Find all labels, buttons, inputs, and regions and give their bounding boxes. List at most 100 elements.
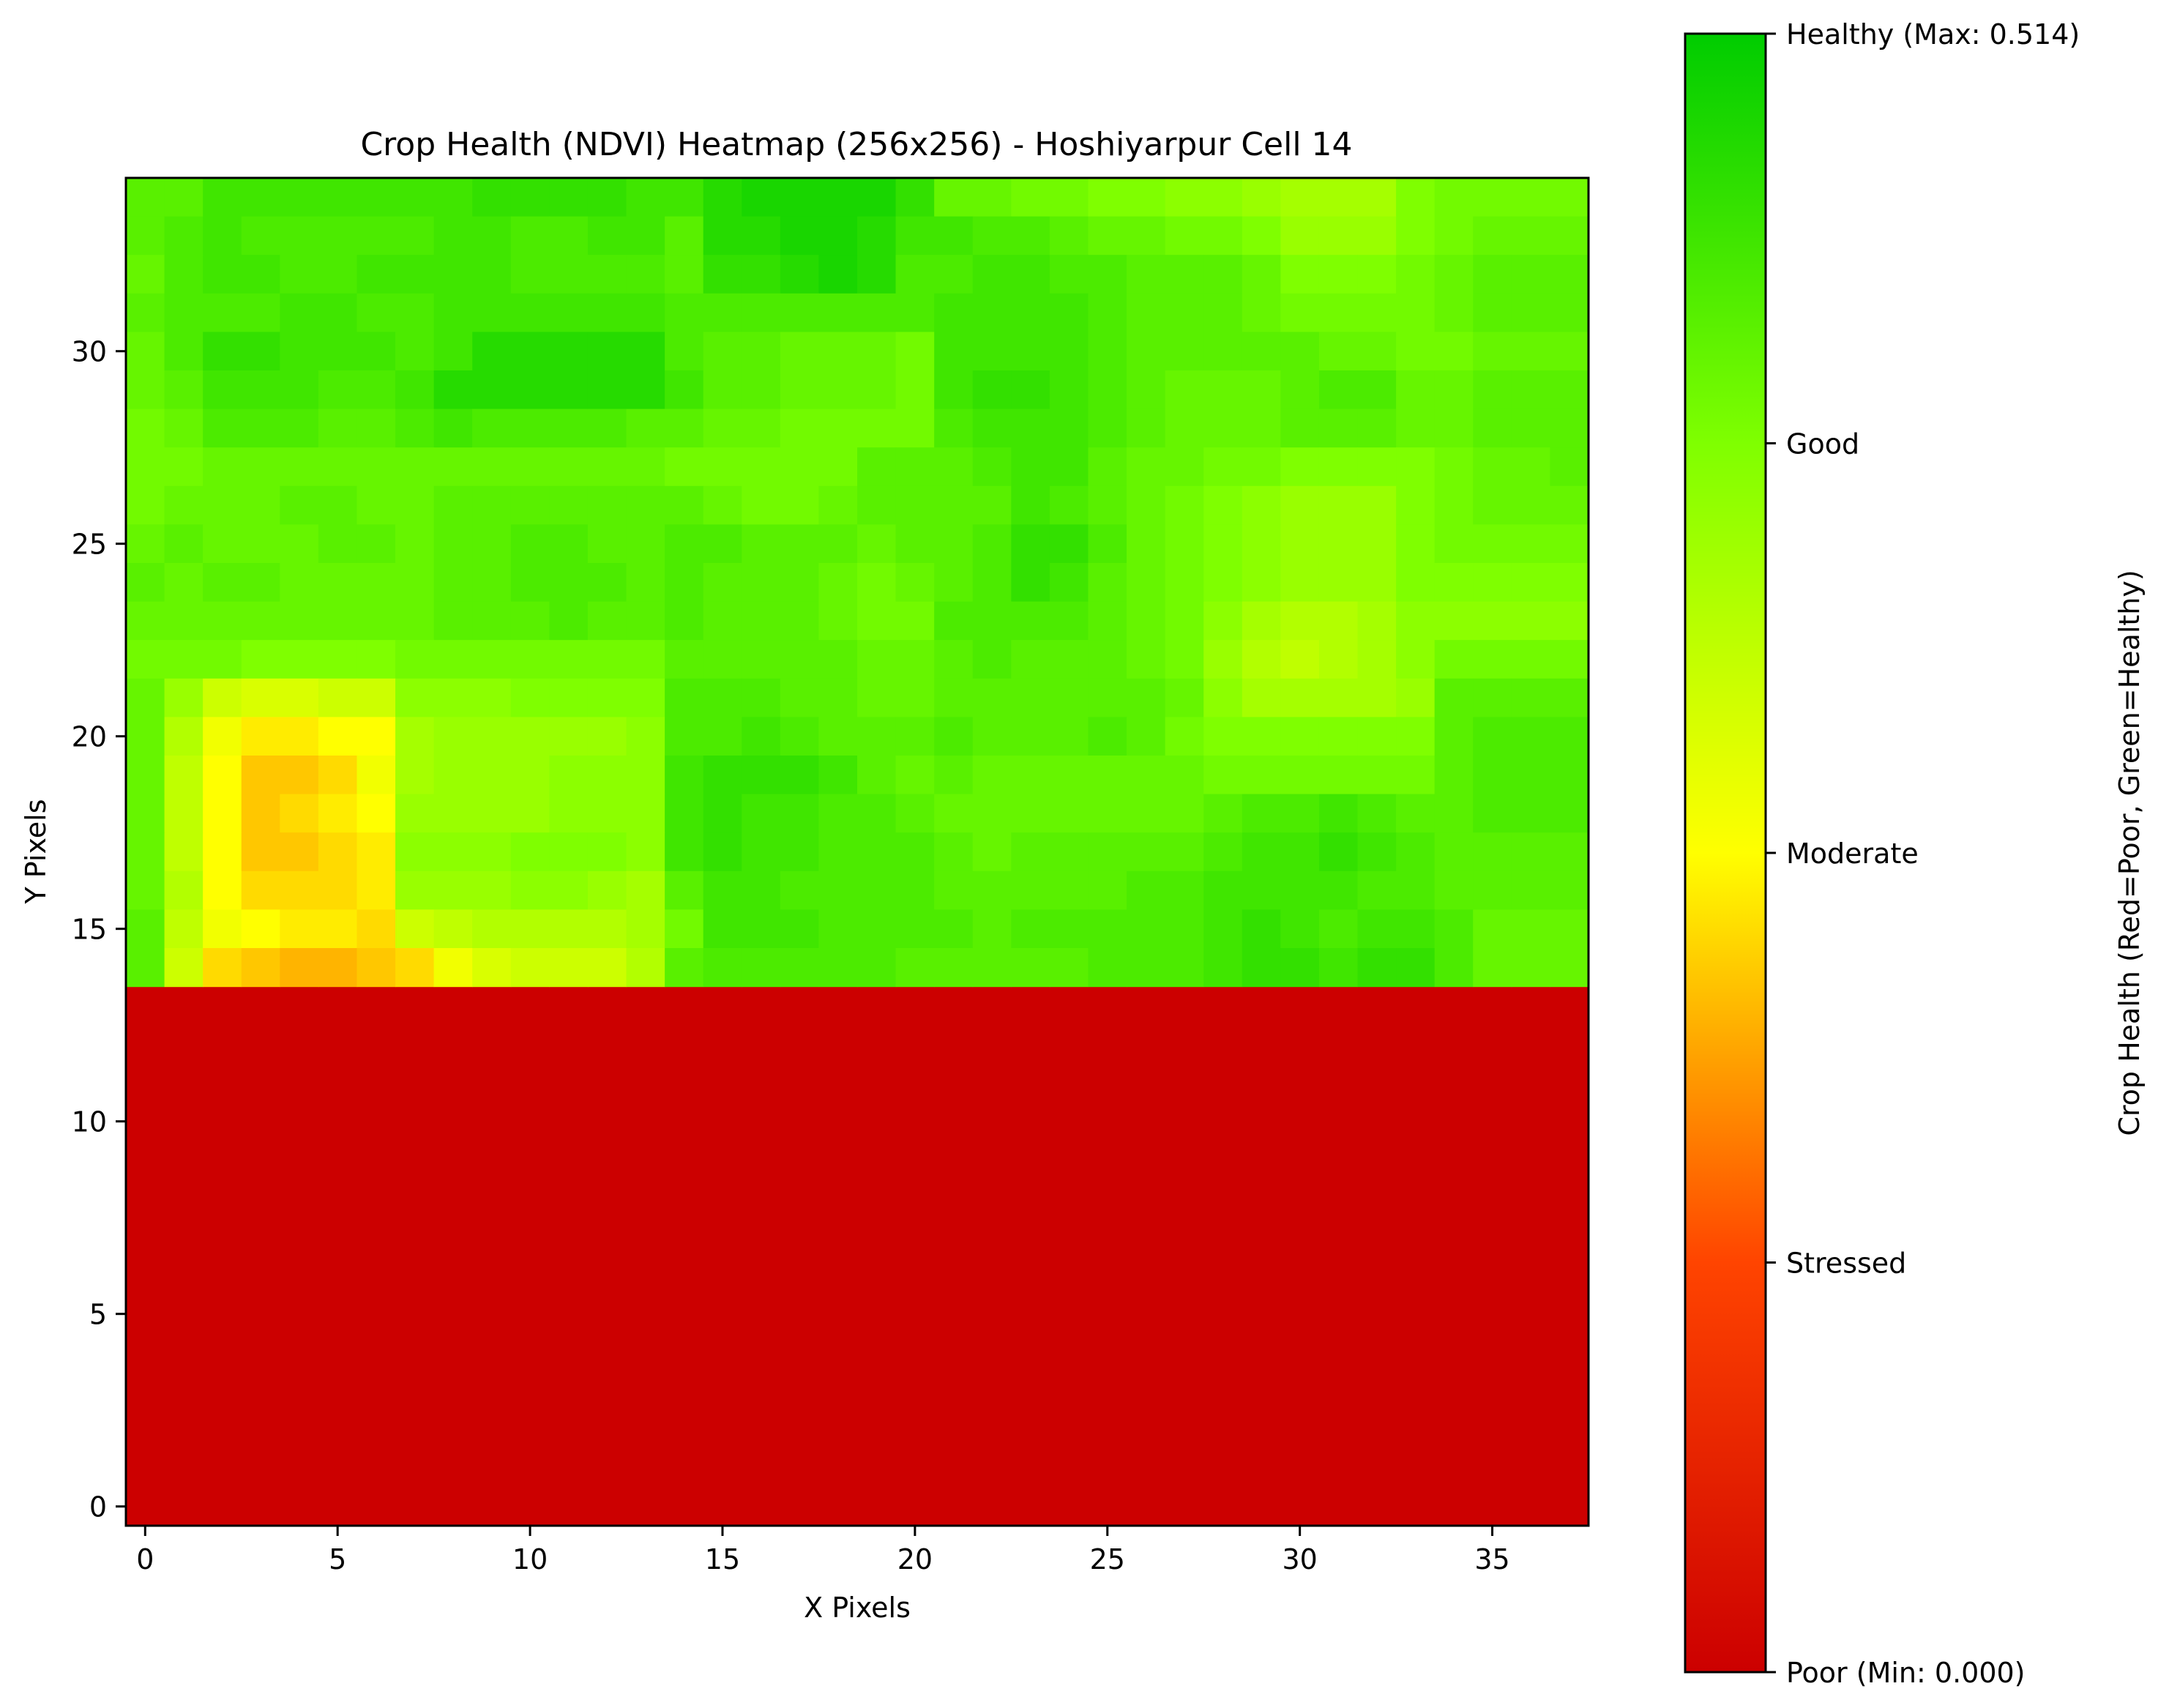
- heatmap-cell: [626, 216, 665, 256]
- heatmap-cell: [895, 255, 935, 294]
- y-tick-label: 25: [72, 529, 107, 561]
- heatmap-cell: [241, 409, 280, 448]
- heatmap-cell: [1242, 794, 1281, 833]
- heatmap-cell: [895, 909, 935, 949]
- heatmap-cell: [280, 640, 319, 679]
- heatmap-cell: [1473, 909, 1512, 949]
- heatmap-cell: [665, 601, 704, 641]
- heatmap-cell: [587, 640, 627, 679]
- heatmap-cell: [1280, 909, 1320, 949]
- heatmap-cell: [1473, 370, 1512, 410]
- heatmap-cell: [1280, 332, 1320, 371]
- heatmap-cell: [1203, 485, 1243, 525]
- heatmap-cell: [126, 948, 165, 988]
- heatmap-cell: [1434, 717, 1474, 756]
- heatmap-cell: [1318, 640, 1359, 679]
- heatmap-cell: [742, 216, 781, 256]
- heatmap-cell: [1011, 524, 1050, 564]
- heatmap-cell: [241, 370, 280, 410]
- colorbar-tick-label: Moderate: [1786, 838, 1919, 870]
- heatmap-cell: [972, 216, 1012, 256]
- heatmap-cell: [1511, 255, 1551, 294]
- heatmap-cell: [164, 409, 204, 448]
- heatmap-cell: [472, 370, 512, 410]
- heatmap-cell: [395, 909, 435, 949]
- heatmap-cell: [1511, 293, 1551, 332]
- heatmap-cell: [126, 216, 165, 256]
- heatmap-cell: [626, 948, 665, 988]
- heatmap-cell: [395, 640, 435, 679]
- heatmap-cell: [1511, 640, 1551, 679]
- heatmap-cell: [857, 948, 897, 988]
- heatmap-cell: [1280, 948, 1320, 988]
- heatmap-cell: [241, 563, 280, 603]
- heatmap-cell: [626, 409, 665, 448]
- heatmap-cell: [1473, 524, 1512, 564]
- heatmap-cell: [1203, 601, 1243, 641]
- heatmap-cell: [472, 832, 512, 872]
- heatmap-cell: [1280, 370, 1320, 410]
- chart-title: Crop Health (NDVI) Heatmap (256x256) - H…: [360, 126, 1352, 163]
- heatmap-cell: [1473, 678, 1512, 717]
- heatmap-cell: [626, 601, 665, 641]
- heatmap-cell: [1550, 216, 1589, 256]
- heatmap-cell: [703, 485, 742, 525]
- heatmap-cell: [1011, 909, 1050, 949]
- heatmap-cell: [280, 756, 319, 795]
- heatmap-cell: [1242, 678, 1281, 717]
- heatmap-cell: [1434, 870, 1474, 910]
- heatmap-cell: [164, 447, 204, 487]
- heatmap-cell: [1396, 370, 1436, 410]
- heatmap-cell: [934, 255, 974, 294]
- heatmap-cell: [126, 794, 165, 833]
- heatmap-cell: [510, 178, 550, 217]
- heatmap-cell: [818, 332, 858, 371]
- heatmap-cell: [1357, 832, 1397, 872]
- heatmap-cell: [280, 794, 319, 833]
- heatmap-cell: [742, 948, 781, 988]
- heatmap-cell: [703, 678, 742, 717]
- heatmap-cell: [895, 485, 935, 525]
- heatmap-cell: [1203, 255, 1243, 294]
- heatmap-cell: [1165, 678, 1204, 717]
- heatmap-cell: [934, 678, 974, 717]
- heatmap-cell: [1511, 601, 1551, 641]
- heatmap-cell: [665, 293, 704, 332]
- heatmap-cell: [1280, 717, 1320, 756]
- heatmap-cell: [780, 717, 820, 756]
- heatmap-cell: [1203, 524, 1243, 564]
- heatmap-cell: [395, 678, 435, 717]
- heatmap-cell: [280, 601, 319, 641]
- heatmap-cell: [626, 678, 665, 717]
- heatmap-cell: [280, 178, 319, 217]
- heatmap-cell: [1473, 756, 1512, 795]
- heatmap-cell: [972, 485, 1012, 525]
- heatmap-cell: [164, 255, 204, 294]
- heatmap-cell: [1088, 524, 1127, 564]
- x-tick-label: 10: [512, 1543, 548, 1575]
- heatmap-cell: [318, 909, 358, 949]
- heatmap-cell: [1165, 293, 1204, 332]
- heatmap-cell: [164, 370, 204, 410]
- heatmap-cell: [1088, 447, 1127, 487]
- heatmap-cell: [1357, 447, 1397, 487]
- heatmap-cell: [1242, 563, 1281, 603]
- heatmap-cell: [780, 332, 820, 371]
- heatmap-cell: [1473, 447, 1512, 487]
- y-tick-label: 5: [89, 1299, 107, 1331]
- heatmap-cell: [1049, 293, 1089, 332]
- heatmap-cell: [972, 640, 1012, 679]
- heatmap-cell: [1088, 409, 1127, 448]
- heatmap-cell: [241, 832, 280, 872]
- heatmap-cell: [203, 178, 242, 217]
- heatmap-cell: [1203, 293, 1243, 332]
- heatmap-cell: [1127, 216, 1166, 256]
- heatmap-cell: [1357, 485, 1397, 525]
- heatmap-cell: [510, 332, 550, 371]
- heatmap-cell: [972, 409, 1012, 448]
- heatmap-cell: [549, 370, 589, 410]
- heatmap-cell: [510, 216, 550, 256]
- heatmap-cell: [356, 332, 396, 371]
- heatmap-cell: [318, 948, 358, 988]
- heatmap-cell: [1318, 447, 1359, 487]
